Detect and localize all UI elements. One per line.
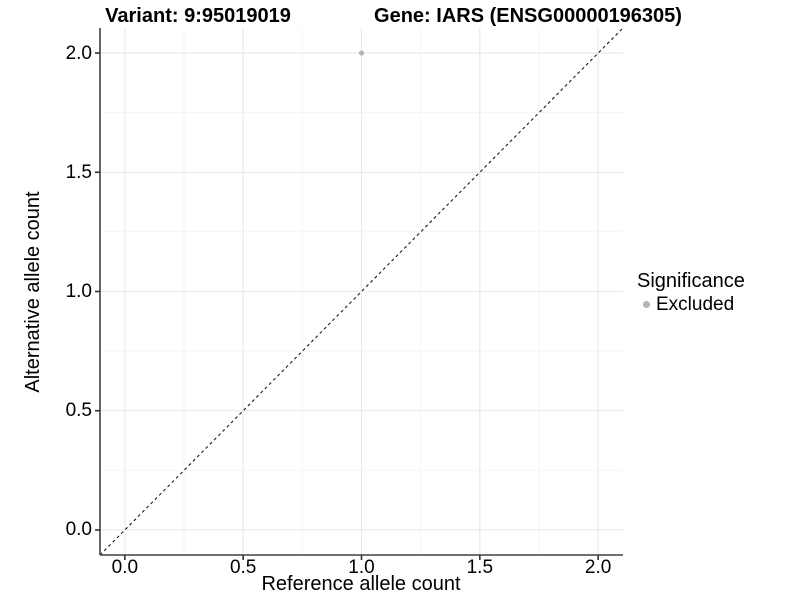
plot-title-gene: Gene: IARS (ENSG00000196305): [374, 5, 682, 27]
x-axis-title: Reference allele count: [261, 573, 461, 595]
data-point-excluded: [358, 50, 365, 56]
y-tick-label: 1.0: [65, 281, 92, 302]
legend-point-icon: [643, 301, 650, 308]
y-tick-label: 0.0: [65, 519, 92, 541]
x-tick-label: 1.0: [348, 557, 375, 578]
legend-item-label: Excluded: [656, 294, 735, 315]
x-tick-label: 2.0: [584, 557, 612, 578]
x-tick-label: 0.5: [229, 557, 257, 578]
x-tick-label: 1.5: [466, 557, 494, 578]
legend-title: Significance: [637, 270, 745, 292]
y-tick-label: 1.5: [65, 161, 92, 183]
y-tick-label: 0.5: [65, 400, 92, 422]
legend-item-excluded: Excluded: [637, 294, 745, 315]
identity-reference-line: [99, 27, 624, 556]
x-tick-label: 0.0: [111, 557, 139, 578]
y-tick-label: 2.0: [65, 42, 92, 64]
plot-title-variant: Variant: 9:95019019: [105, 5, 291, 27]
legend: Significance Excluded: [637, 270, 745, 315]
